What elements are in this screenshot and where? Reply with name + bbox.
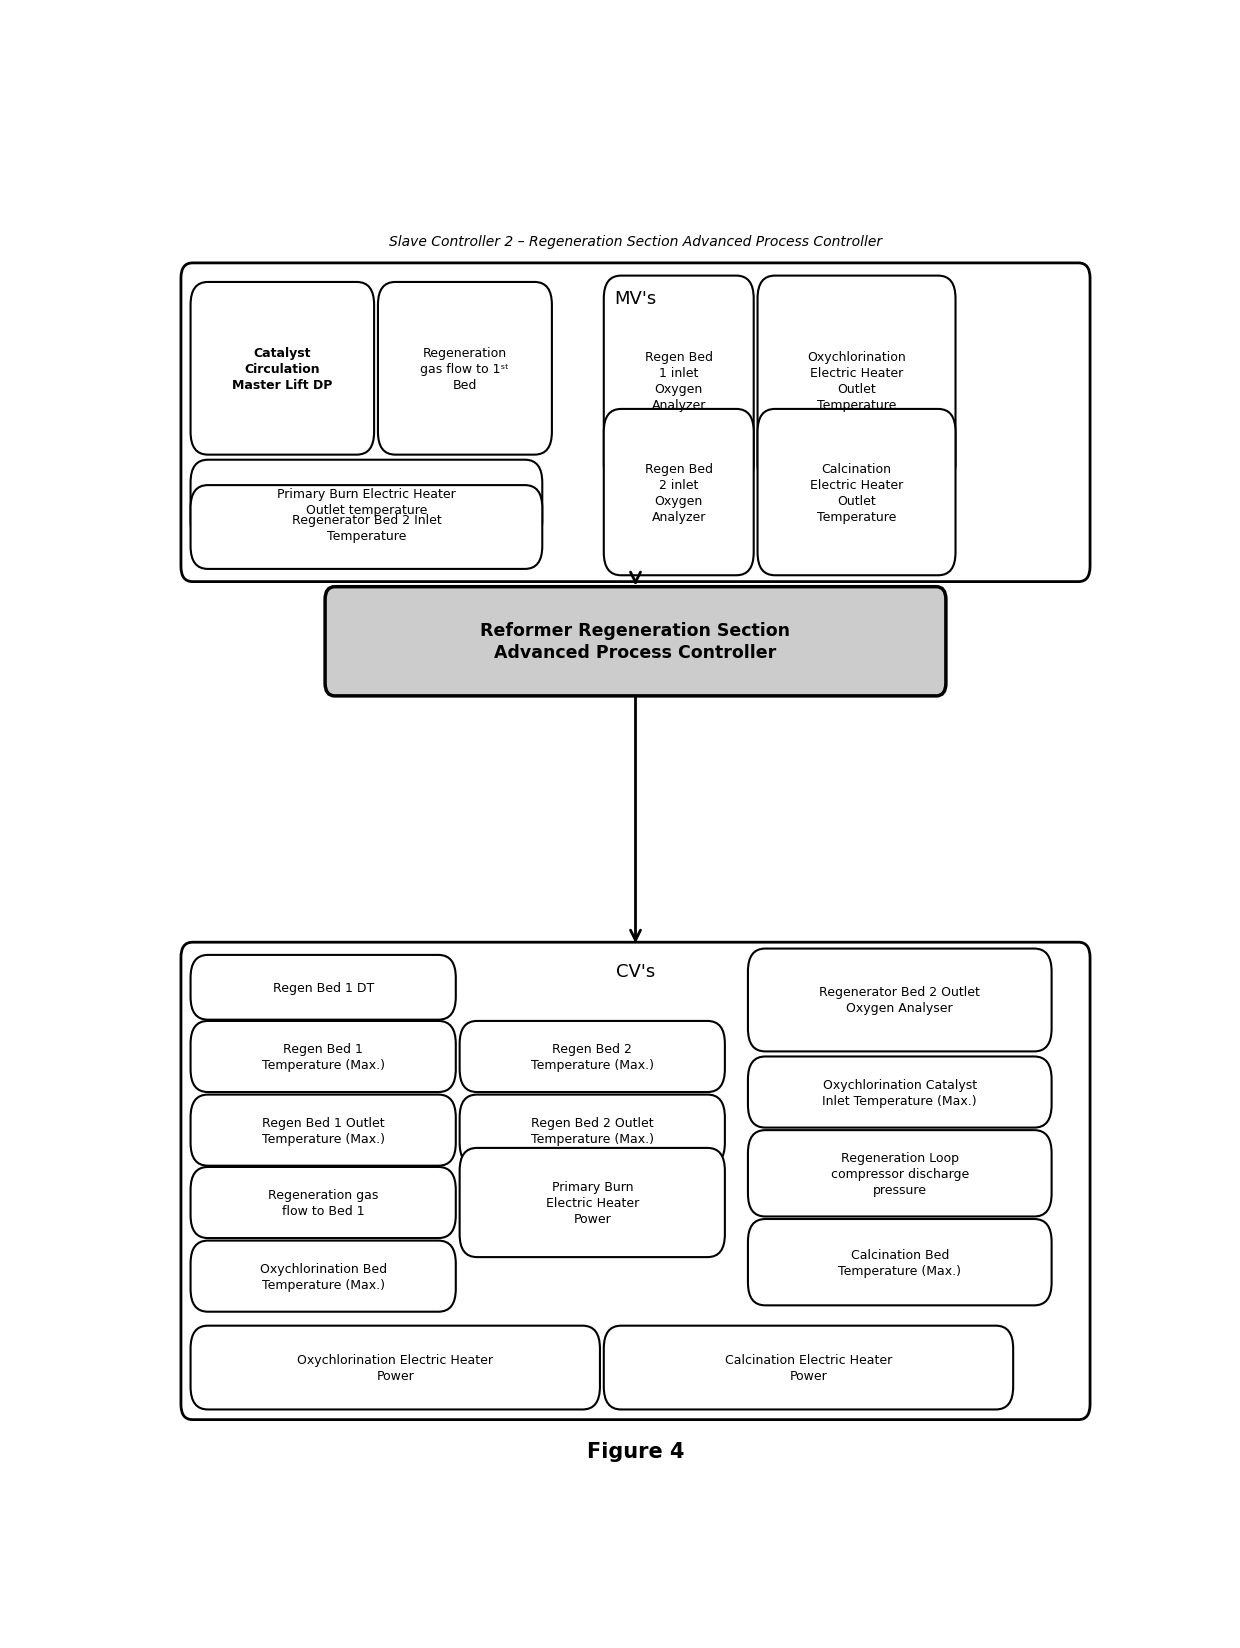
FancyBboxPatch shape <box>604 1327 1013 1409</box>
Text: MV's: MV's <box>614 290 657 308</box>
FancyBboxPatch shape <box>460 1149 725 1257</box>
FancyBboxPatch shape <box>748 1220 1052 1305</box>
FancyBboxPatch shape <box>460 1022 725 1093</box>
Text: Oxychlorination Bed
Temperature (Max.): Oxychlorination Bed Temperature (Max.) <box>259 1262 387 1290</box>
Text: Regeneration
gas flow to 1ˢᵗ
Bed: Regeneration gas flow to 1ˢᵗ Bed <box>420 346 510 392</box>
FancyBboxPatch shape <box>758 277 956 488</box>
Text: Regen Bed 1 DT: Regen Bed 1 DT <box>273 981 373 994</box>
FancyBboxPatch shape <box>191 1022 456 1093</box>
FancyBboxPatch shape <box>191 1241 456 1312</box>
Text: CV's: CV's <box>616 962 655 981</box>
Text: Regen Bed
2 inlet
Oxygen
Analyzer: Regen Bed 2 inlet Oxygen Analyzer <box>645 463 713 524</box>
Text: Regen Bed 2 Outlet
Temperature (Max.): Regen Bed 2 Outlet Temperature (Max.) <box>531 1116 653 1145</box>
FancyBboxPatch shape <box>191 486 542 570</box>
Text: Regeneration Loop
compressor discharge
pressure: Regeneration Loop compressor discharge p… <box>831 1150 968 1196</box>
FancyBboxPatch shape <box>191 283 374 455</box>
Text: Regenerator Bed 2 Inlet
Temperature: Regenerator Bed 2 Inlet Temperature <box>291 513 441 542</box>
Text: Primary Burn
Electric Heater
Power: Primary Burn Electric Heater Power <box>546 1180 639 1224</box>
Text: Regeneration gas
flow to Bed 1: Regeneration gas flow to Bed 1 <box>268 1188 378 1218</box>
Text: Regen Bed
1 inlet
Oxygen
Analyzer: Regen Bed 1 inlet Oxygen Analyzer <box>645 351 713 412</box>
Text: Regen Bed 1 Outlet
Temperature (Max.): Regen Bed 1 Outlet Temperature (Max.) <box>262 1116 384 1145</box>
FancyBboxPatch shape <box>758 410 956 575</box>
Text: Calcination
Electric Heater
Outlet
Temperature: Calcination Electric Heater Outlet Tempe… <box>810 463 903 524</box>
Text: Calcination Bed
Temperature (Max.): Calcination Bed Temperature (Max.) <box>838 1248 961 1277</box>
Text: Catalyst
Circulation
Master Lift DP: Catalyst Circulation Master Lift DP <box>232 346 332 392</box>
FancyBboxPatch shape <box>191 1327 600 1409</box>
FancyBboxPatch shape <box>191 956 456 1020</box>
FancyBboxPatch shape <box>181 264 1090 582</box>
FancyBboxPatch shape <box>604 277 754 488</box>
FancyBboxPatch shape <box>181 943 1090 1421</box>
FancyBboxPatch shape <box>748 1131 1052 1216</box>
FancyBboxPatch shape <box>460 1094 725 1167</box>
FancyBboxPatch shape <box>191 1094 456 1167</box>
Text: Primary Burn Electric Heater
Outlet temperature: Primary Burn Electric Heater Outlet temp… <box>277 488 456 517</box>
Text: Regenerator Bed 2 Outlet
Oxygen Analyser: Regenerator Bed 2 Outlet Oxygen Analyser <box>820 986 980 1015</box>
Text: Calcination Electric Heater
Power: Calcination Electric Heater Power <box>725 1353 892 1383</box>
FancyBboxPatch shape <box>378 283 552 455</box>
Text: Oxychlorination
Electric Heater
Outlet
Temperature: Oxychlorination Electric Heater Outlet T… <box>807 351 906 412</box>
Text: Slave Controller 2 – Regeneration Section Advanced Process Controller: Slave Controller 2 – Regeneration Sectio… <box>389 236 882 249</box>
Text: Regen Bed 1
Temperature (Max.): Regen Bed 1 Temperature (Max.) <box>262 1042 384 1071</box>
FancyBboxPatch shape <box>748 1056 1052 1127</box>
Text: Regen Bed 2
Temperature (Max.): Regen Bed 2 Temperature (Max.) <box>531 1042 653 1071</box>
Text: Oxychlorination Electric Heater
Power: Oxychlorination Electric Heater Power <box>298 1353 494 1383</box>
FancyBboxPatch shape <box>748 949 1052 1051</box>
Text: Oxychlorination Catalyst
Inlet Temperature (Max.): Oxychlorination Catalyst Inlet Temperatu… <box>822 1078 977 1107</box>
FancyBboxPatch shape <box>191 460 542 544</box>
Text: Figure 4: Figure 4 <box>587 1442 684 1462</box>
FancyBboxPatch shape <box>604 410 754 575</box>
Text: Reformer Regeneration Section
Advanced Process Controller: Reformer Regeneration Section Advanced P… <box>481 621 791 662</box>
FancyBboxPatch shape <box>191 1167 456 1238</box>
FancyBboxPatch shape <box>325 587 946 697</box>
